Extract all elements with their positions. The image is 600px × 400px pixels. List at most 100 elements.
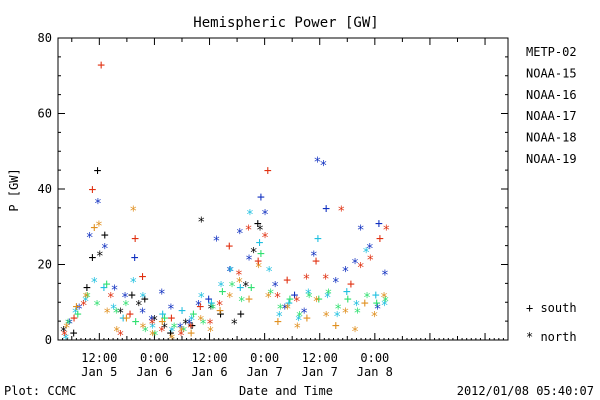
point-south-marker: + [128,288,136,303]
point-north-marker: * [64,318,72,333]
legend-entry: NOAA-18 [526,131,577,145]
point-south-marker: + [207,296,215,311]
point-north-marker: * [121,291,129,306]
point-north-marker: * [217,280,225,295]
point-south-marker: + [218,284,226,299]
point-south-marker: + [188,318,196,333]
legend-entry: NOAA-16 [526,88,577,102]
y-tick-label: 20 [38,258,52,272]
point-south-marker: + [344,292,352,307]
point-south-marker: + [257,190,265,205]
point-north-marker: * [141,325,149,340]
point-north-marker: * [226,291,234,306]
point-north-marker: * [129,204,137,219]
point-north-marker: * [135,299,143,314]
point-south-marker: + [97,58,105,73]
point-north-marker: * [261,231,269,246]
point-south-marker: + [257,247,265,262]
point-north-marker: * [271,280,279,295]
point-north-marker: * [195,299,203,314]
point-north-marker: * [284,303,292,318]
point-north-marker: * [366,242,374,257]
point-north-marker: * [322,310,330,325]
point-north-marker: * [82,291,90,306]
x-tick-time-label: 0:00 [250,351,279,365]
point-north-marker: * [303,272,311,287]
point-north-marker: * [148,318,156,333]
point-north-marker: * [313,295,321,310]
point-north-marker: * [197,314,205,329]
point-north-marker: * [148,314,156,329]
point-north-marker: * [187,321,195,336]
x-tick-date-label: Jan 6 [191,365,227,379]
x-tick-date-label: Jan 5 [81,365,117,379]
point-north-marker: * [61,329,69,344]
x-tick-date-label: Jan 6 [136,365,172,379]
y-axis-label: P [GW] [7,168,21,211]
series-noaa-18: *+*+***+***+** +**+**+**+**+**+**+** [63,204,388,347]
point-north-marker: * [178,325,186,340]
point-north-marker: * [357,261,365,276]
point-north-marker: * [107,291,115,306]
point-south-marker: + [89,183,97,198]
point-north-marker: * [322,272,330,287]
point-south-marker: + [283,273,291,288]
point-north-marker: * [209,303,217,318]
point-north-marker: * [216,299,224,314]
y-tick-label: 60 [38,107,52,121]
point-north-marker: * [276,303,284,318]
point-north-marker: * [246,208,254,223]
point-south-marker: + [161,311,169,326]
point-north-marker: * [353,306,361,321]
point-north-marker: * [381,295,389,310]
y-axis: 0 20 40 60 80 [38,31,508,347]
point-north-marker: * [94,197,102,212]
series-noaa-17: *+**+**+* *+* *+**+ **++**+** + **+** + * [64,247,389,344]
point-north-marker: * [353,299,361,314]
point-north-marker: * [170,321,178,336]
point-north-marker: * [168,333,176,348]
legend-entry: NOAA-19 [526,152,577,166]
point-north-marker: * [304,287,312,302]
point-south-marker: + [343,284,351,299]
point-north-marker: * [101,242,109,257]
series-metp-02: * ++++*+*+*+**+*+** +*+**+* [60,164,264,341]
point-south-marker: + [168,311,176,326]
point-south-marker: + [361,296,369,311]
point-south-marker: + [376,232,384,247]
point-north-marker: * [139,306,147,321]
point-north-marker: * [274,291,282,306]
point-south-marker: + [237,307,245,322]
point-north-marker: * [296,310,304,325]
point-south-marker: + [83,281,91,296]
point-north-marker: * [103,306,111,321]
point-north-marker: * [199,318,207,333]
point-north-marker: * [325,287,333,302]
point-north-marker: * [176,321,184,336]
point-north-marker: * [314,155,322,170]
point-south-marker: + [225,239,233,254]
point-north-marker: * [324,291,332,306]
point-north-marker: * [86,231,94,246]
point-south-marker: + [245,292,253,307]
point-north-marker: * [60,325,68,340]
point-north-marker: * [334,303,342,318]
point-north-marker: * [197,291,205,306]
point-north-marker: * [63,321,71,336]
point-north-marker: * [149,329,157,344]
point-north-marker: * [228,280,236,295]
point-north-marker: * [310,250,318,265]
point-south-marker: + [190,307,198,322]
point-north-marker: * [227,265,235,280]
point-north-marker: * [293,321,301,336]
point-south-marker: + [132,315,140,330]
point-south-marker: + [315,292,323,307]
point-north-marker: * [90,276,98,291]
series-noaa-19: *+*++**+++**+**+**+**+*+*+**+**+**+* [61,58,391,344]
point-north-marker: * [300,306,308,321]
point-south-marker: + [254,254,262,269]
point-north-marker: * [117,329,125,344]
point-south-marker: + [167,326,175,341]
